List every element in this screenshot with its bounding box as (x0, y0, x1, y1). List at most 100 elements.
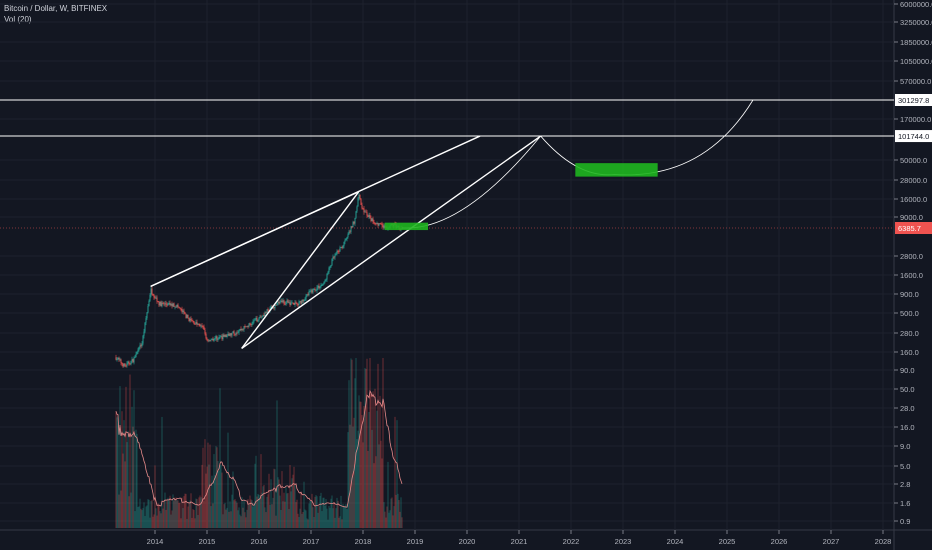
volume-bar (332, 508, 334, 528)
candle-body (282, 300, 284, 302)
price-axis[interactable]: 6000000.0 3250000.0 1850000.0 1050000.0 5700… (894, 0, 932, 526)
candle-body (205, 333, 207, 339)
volume-bar (192, 509, 194, 528)
volume-bar (219, 388, 221, 528)
candle-body (274, 304, 276, 309)
candle-body (208, 340, 210, 342)
candle-body (234, 333, 236, 335)
volume-bar (248, 504, 250, 528)
volume-bar (255, 455, 257, 528)
candle-body (333, 256, 335, 258)
volume-bar (401, 517, 403, 528)
candle-body (338, 251, 340, 253)
volume-bar (379, 395, 381, 528)
volume-bar (230, 511, 232, 528)
volume-bar (116, 417, 118, 528)
volume-bar (337, 500, 339, 528)
volume-bar (360, 401, 362, 528)
candle-body (240, 329, 242, 331)
volume-bar (239, 514, 241, 528)
volume-bar (361, 415, 363, 528)
volume-bar (270, 479, 272, 528)
volume-bar (290, 491, 292, 528)
volume-bar (342, 503, 344, 528)
time-axis[interactable]: 2014 2015 2016 2017 2018 2019 2020 2021 2022 2023… (147, 530, 892, 546)
volume-bar (316, 496, 318, 528)
candle-body (258, 318, 260, 321)
volume-bar (348, 380, 350, 528)
candle-body (349, 231, 351, 233)
candle-body (259, 316, 261, 319)
volume-bar (326, 508, 328, 528)
volume-bar (171, 510, 173, 528)
volume-bar (258, 494, 260, 528)
volume-bar (220, 464, 222, 528)
volume-bar (296, 499, 298, 528)
level-price-tag-label: 101744.0 (898, 132, 929, 141)
volume-bar (333, 502, 335, 528)
volume-bar (244, 512, 246, 528)
volume-bar (203, 500, 205, 528)
time-tick-label: 2016 (251, 537, 268, 546)
volume-bar (139, 498, 141, 528)
candle-body (150, 288, 152, 295)
volume-bar (247, 499, 249, 528)
volume-bar (380, 440, 382, 528)
volume-bar (164, 492, 166, 528)
price-tick-label: 28.0 (900, 404, 915, 413)
volume-bar (304, 509, 306, 528)
candle-body (146, 312, 148, 319)
volume-bar (172, 494, 174, 528)
candle-body (272, 307, 274, 309)
candle-body (263, 315, 265, 317)
volume-bar (149, 517, 151, 528)
candle-body (214, 338, 216, 340)
volume-bar (235, 501, 237, 528)
candle-body (294, 302, 296, 305)
price-tick-label: 2800.0 (900, 252, 923, 261)
volume-bar (347, 432, 349, 528)
candle-body (204, 329, 206, 334)
volume-bar (334, 517, 336, 528)
volume-bar (205, 473, 207, 528)
candle-body (144, 322, 146, 332)
price-tick-label: 1.6 (900, 499, 910, 508)
volume-bar (118, 494, 120, 528)
price-tick-label: 9000.0 (900, 213, 923, 222)
volume-bar (190, 493, 192, 528)
candle-body (226, 335, 228, 337)
chart-legend: Bitcoin / Dollar, W, BITFINEX Vol (20) (4, 3, 107, 25)
volume-bar (311, 493, 313, 528)
candle-body (318, 286, 320, 289)
volume-bar (278, 479, 280, 528)
candle-body (168, 302, 170, 304)
volume-bar (339, 516, 341, 528)
candle-body (224, 334, 226, 337)
candle-body (324, 280, 326, 282)
volume-bar (174, 500, 176, 528)
candle-body (317, 286, 319, 288)
level-price-tag (895, 130, 932, 143)
price-tick-label: 1850000.0 (900, 38, 932, 47)
candle-body (143, 331, 145, 336)
candle-body (314, 288, 316, 291)
time-tick-label: 2014 (147, 537, 164, 546)
volume-bar (391, 497, 393, 528)
candle-body (256, 317, 258, 322)
volume-bar (160, 513, 162, 528)
candle-body (312, 288, 314, 293)
volume-bar (173, 500, 175, 528)
candle-body (171, 304, 173, 307)
candle-body (187, 314, 189, 318)
candle-body (339, 247, 341, 252)
volume-bar (394, 416, 396, 528)
candle-body (264, 312, 266, 317)
candle-body (180, 308, 182, 310)
price-tick-label: 6000000.0 (900, 0, 932, 9)
volume-bar (180, 518, 182, 528)
volume-bar (189, 500, 191, 528)
volume-bar (197, 515, 199, 528)
candle-body (303, 299, 305, 302)
time-tick-label: 2018 (355, 537, 372, 546)
